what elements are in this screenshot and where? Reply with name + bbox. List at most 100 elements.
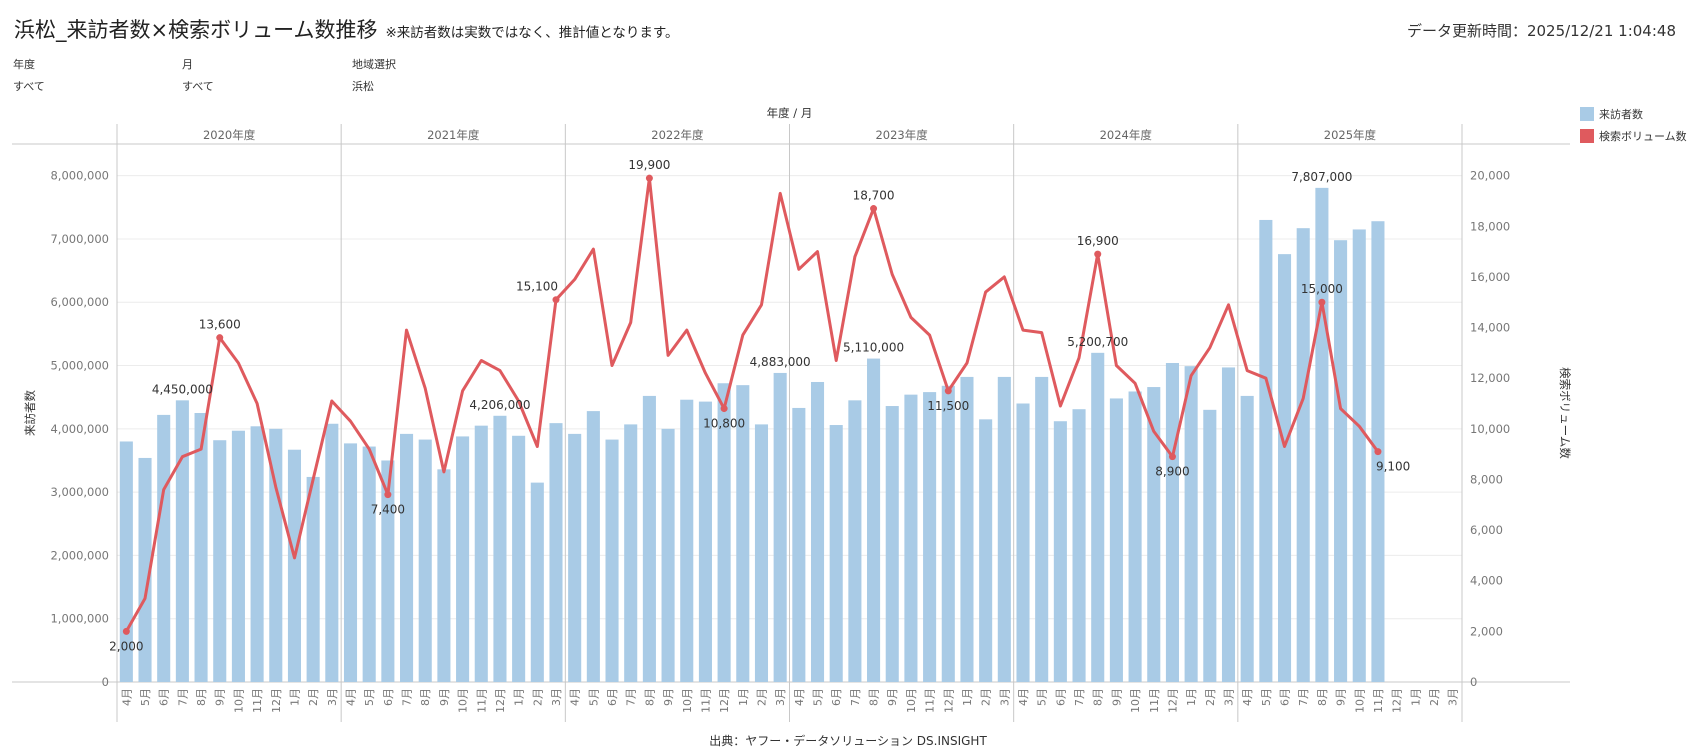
filter-fiscal-year[interactable]: 年度 すべて: [13, 56, 45, 94]
source-credit: 出典：ヤフー・データソリューション DS.INSIGHT: [709, 734, 987, 748]
y-tick-label: 8,000,000: [50, 169, 109, 183]
bar: [754, 424, 769, 682]
bar: [698, 401, 712, 682]
bar: [586, 411, 600, 682]
axis-title: 年度 / 月: [767, 106, 813, 120]
title-note: ※来訪者数は実数ではなく、推計値となります。: [385, 25, 679, 41]
x-tick-label: 8月: [643, 688, 656, 706]
line-marker: [384, 491, 392, 499]
line-value-label: 8,900: [1155, 465, 1189, 479]
x-tick-label: 5月: [139, 688, 152, 706]
x-tick-label: 6月: [1279, 688, 1292, 706]
x-tick-label: 1月: [1409, 688, 1422, 706]
bar: [829, 425, 843, 682]
bar: [1072, 409, 1086, 682]
legend-label: 来訪者数: [1599, 108, 1643, 121]
bar: [1035, 376, 1049, 682]
filter-value[interactable]: すべて: [182, 80, 214, 93]
y2-tick-label: 4,000: [1470, 574, 1503, 588]
x-tick-label: 3月: [1222, 688, 1235, 706]
x-tick-label: 4月: [1017, 688, 1030, 706]
filter-value[interactable]: すべて: [13, 80, 45, 93]
x-tick-label: 7月: [625, 688, 638, 706]
x-tick-label: 12月: [1391, 688, 1404, 713]
line-marker: [870, 205, 878, 213]
x-tick-label: 9月: [438, 688, 451, 706]
legend: 来訪者数 検索ボリューム数: [1580, 106, 1687, 150]
y-tick-label: 3,000,000: [50, 485, 109, 499]
filter-region[interactable]: 地域選択 浜松: [352, 56, 396, 94]
x-tick-label: 2月: [1428, 688, 1441, 706]
bar: [549, 423, 563, 682]
bar: [1184, 366, 1198, 682]
x-tick-label: 8月: [195, 688, 208, 706]
bar: [343, 443, 358, 682]
bar-value-label: 7,807,000: [1291, 170, 1352, 184]
x-tick-label: 9月: [1110, 688, 1123, 706]
line-value-label: 2,000: [109, 639, 143, 653]
filter-month[interactable]: 月 すべて: [182, 56, 214, 94]
bar: [568, 433, 582, 682]
bar: [810, 381, 825, 682]
line-marker: [720, 405, 728, 413]
bar: [792, 407, 806, 682]
bar: [231, 430, 245, 682]
x-tick-label: 7月: [1073, 688, 1086, 706]
bar: [1016, 403, 1030, 682]
line-marker: [944, 387, 952, 395]
x-tick-label: 2月: [307, 688, 320, 706]
legend-item-visitors[interactable]: 来訪者数: [1580, 106, 1687, 122]
bar: [1315, 187, 1329, 682]
x-tick-label: 10月: [457, 688, 470, 713]
bar: [1296, 228, 1310, 682]
bar: [941, 385, 955, 682]
x-tick-label: 3月: [998, 688, 1011, 706]
bar-value-label: 4,883,000: [750, 355, 811, 369]
bar: [213, 440, 227, 682]
x-tick-label: 4月: [569, 688, 582, 706]
line-marker: [645, 174, 653, 182]
x-tick-label: 12月: [270, 688, 283, 713]
line-value-label: 19,900: [628, 158, 670, 172]
x-tick-label: 11月: [1372, 688, 1385, 713]
bar: [642, 395, 656, 682]
bar: [885, 406, 899, 682]
x-tick-label: 11月: [699, 688, 712, 713]
bar: [493, 415, 507, 682]
bar: [1240, 395, 1254, 682]
legend-label: 検索ボリューム数: [1599, 130, 1687, 143]
filter-value[interactable]: 浜松: [352, 80, 374, 93]
line-value-label: 16,900: [1077, 234, 1119, 248]
bar: [1334, 240, 1348, 682]
x-tick-label: 12月: [942, 688, 955, 713]
bar-value-label: 5,200,700: [1067, 335, 1128, 349]
x-tick-label: 8月: [419, 688, 432, 706]
bar: [1165, 362, 1179, 682]
filter-label: 月: [182, 58, 193, 71]
bar: [1221, 367, 1236, 682]
y-tick-label: 7,000,000: [50, 232, 109, 246]
y2-tick-label: 20,000: [1470, 169, 1510, 183]
bar: [1128, 391, 1142, 682]
bar: [530, 482, 544, 682]
legend-item-search-volume[interactable]: 検索ボリューム数: [1580, 128, 1687, 144]
line-marker: [216, 334, 224, 342]
bar: [1259, 219, 1273, 682]
line-marker: [122, 627, 130, 635]
group-label: 2024年度: [1100, 128, 1153, 142]
x-tick-label: 12月: [494, 688, 507, 713]
x-tick-label: 5月: [587, 688, 600, 706]
bar: [848, 400, 862, 682]
bar: [923, 392, 937, 682]
y-tick-label: 1,000,000: [50, 612, 109, 626]
bar: [1203, 409, 1217, 682]
x-tick-label: 4月: [793, 688, 806, 706]
x-tick-label: 3月: [550, 688, 563, 706]
x-tick-label: 1月: [1185, 688, 1198, 706]
y-tick-label: 4,000,000: [50, 422, 109, 436]
group-label: 2025年度: [1324, 128, 1377, 142]
bar: [717, 383, 731, 682]
x-tick-label: 7月: [849, 688, 862, 706]
line-value-label: 13,600: [199, 318, 241, 332]
bar: [605, 439, 619, 682]
